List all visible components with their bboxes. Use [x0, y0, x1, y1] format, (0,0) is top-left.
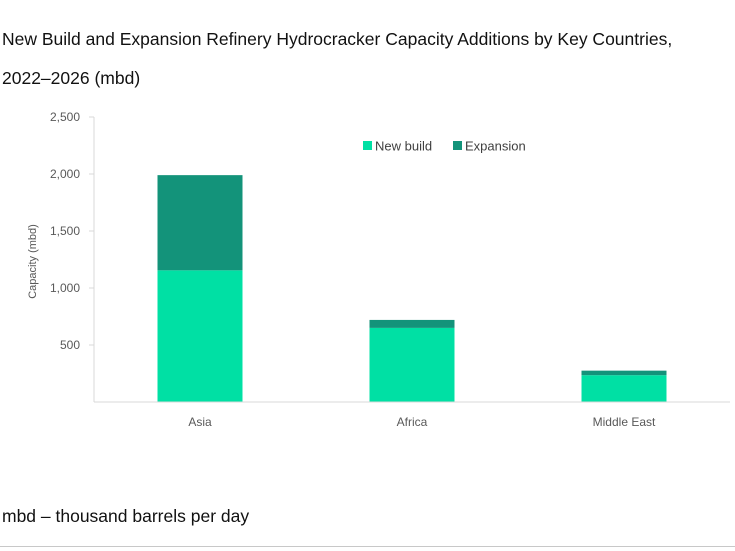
legend-swatch-new-build [363, 141, 372, 150]
bar-asia-expansion [157, 175, 243, 271]
bottom-divider [0, 546, 735, 547]
bar-asia-new-build [157, 270, 243, 402]
x-tick-label: Asia [188, 415, 212, 429]
bar-africa-new-build [369, 327, 455, 402]
legend-label-expansion: Expansion [465, 139, 526, 154]
chart-title: New Build and Expansion Refinery Hydrocr… [2, 20, 672, 98]
bar-africa-expansion [369, 319, 455, 328]
footnote: mbd – thousand barrels per day [2, 506, 250, 526]
y-tick-label: 2,500 [50, 110, 80, 124]
legend-label-new-build: New build [375, 139, 432, 154]
y-axis-title: Capacity (mbd) [27, 224, 39, 299]
bar-middle-east-new-build [581, 375, 667, 402]
x-tick-label: Africa [397, 415, 428, 429]
legend: New build Expansion [363, 139, 526, 154]
chart-title-line-2: 2022–2026 (mbd) [2, 68, 141, 88]
x-tick-label: Middle East [593, 415, 656, 429]
x-axis: Asia Africa Middle East [94, 401, 730, 429]
y-tick-label: 500 [60, 338, 80, 352]
y-tick-label: 1,000 [50, 281, 80, 295]
bars [157, 175, 667, 402]
chart-title-line-1: New Build and Expansion Refinery Hydrocr… [2, 29, 673, 49]
legend-swatch-expansion [453, 141, 462, 150]
hydrocracker-capacity-chart: 500 1,000 1,500 2,000 2,500 Capacity (mbd) As… [27, 110, 730, 429]
y-tick-label: 2,000 [50, 167, 80, 181]
y-tick-label: 1,500 [50, 224, 80, 238]
y-axis: 500 1,000 1,500 2,000 2,500 Capacity (mbd) [27, 110, 95, 402]
bar-middle-east-expansion [581, 370, 667, 376]
